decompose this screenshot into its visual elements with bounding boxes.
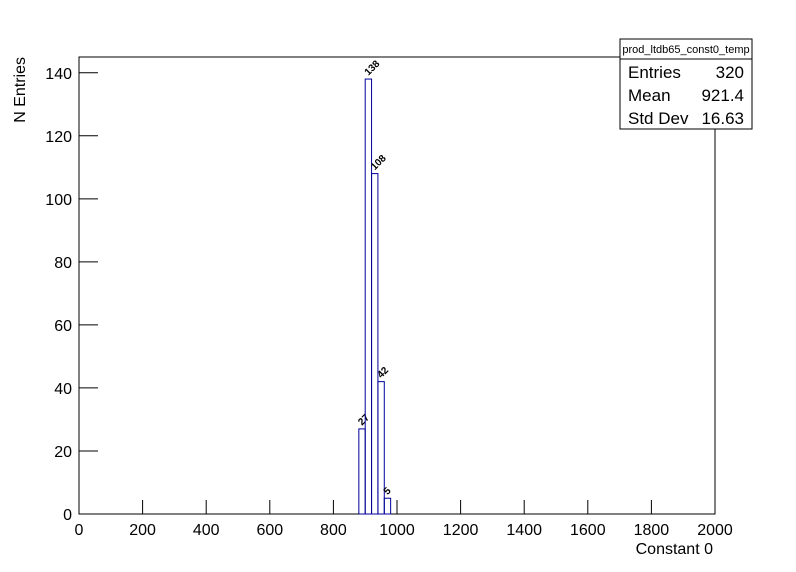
stats-value: 921.4 [701, 86, 744, 105]
y-tick-label: 0 [63, 507, 72, 524]
x-tick-label: 1200 [443, 522, 479, 539]
y-tick-label: 120 [45, 129, 72, 146]
x-tick-label: 600 [256, 522, 283, 539]
stats-value: 320 [716, 63, 744, 82]
bar [377, 381, 385, 515]
y-tick-label: 100 [45, 192, 72, 209]
x-tick-label: 0 [75, 522, 84, 539]
x-tick-label: 800 [320, 522, 347, 539]
stats-label: Mean [628, 86, 671, 105]
y-tick-label: 80 [54, 255, 72, 272]
y-axis-label: N Entries [12, 57, 29, 123]
x-tick-label: 200 [129, 522, 156, 539]
stats-label: Entries [628, 63, 681, 82]
stats-title: prod_ltdb65_const0_temp [622, 44, 749, 56]
x-tick-label: 1000 [379, 522, 415, 539]
x-tick-label: 1600 [570, 522, 606, 539]
x-tick-label: 2000 [697, 522, 733, 539]
y-tick-label: 20 [54, 444, 72, 461]
bar [383, 497, 392, 515]
y-tick-label: 40 [54, 381, 72, 398]
y-tick-label: 140 [45, 66, 72, 83]
stats-value: 16.63 [701, 109, 744, 128]
x-tick-label: 1400 [506, 522, 542, 539]
x-tick-label: 400 [193, 522, 220, 539]
bar [371, 173, 379, 515]
stats-box [619, 38, 753, 130]
y-tick-label: 60 [54, 318, 72, 335]
x-axis-label: Constant 0 [636, 541, 713, 558]
stats-label: Std Dev [628, 109, 689, 128]
x-tick-label: 1800 [634, 522, 670, 539]
